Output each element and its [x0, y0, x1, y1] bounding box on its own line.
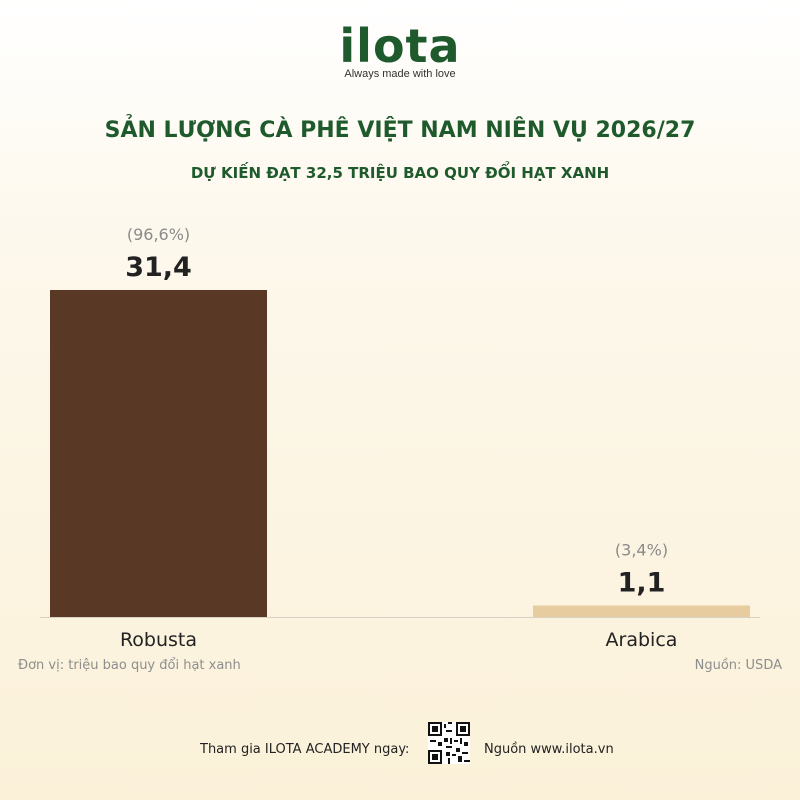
value-label-robusta: 31,4	[125, 252, 192, 283]
qr-code-icon[interactable]	[428, 722, 470, 764]
share-label-arabica: (3,4%)	[615, 541, 668, 560]
chart-subtitle: DỰ KIẾN ĐẠT 32,5 TRIỆU BAO QUY ĐỔI HẠT X…	[190, 164, 610, 182]
value-label-arabica: 1,1	[618, 568, 666, 599]
bar-arabica	[533, 605, 750, 617]
footer: Tham gia ILOTA ACADEMY ngay: Nguồn www.i…	[0, 720, 800, 768]
category-label-arabica: Arabica	[606, 629, 678, 651]
join-academy-text: Tham gia ILOTA ACADEMY ngay:	[200, 742, 410, 757]
brand-logo: ilota Always made with love	[0, 20, 800, 80]
unit-note: Đơn vị: triệu bao quy đổi hạt xanh	[18, 658, 241, 673]
category-label-robusta: Robusta	[120, 629, 197, 651]
share-label-robusta: (96,6%)	[127, 225, 190, 244]
brand-tagline: Always made with love	[344, 68, 456, 80]
chart-title: SẢN LƯỢNG CÀ PHÊ VIỆT NAM NIÊN VỤ 2026/2…	[104, 118, 696, 143]
source-note: Nguồn: USDA	[694, 658, 782, 673]
brand-name: ilota	[339, 19, 461, 73]
site-source-text: Nguồn www.ilota.vn	[484, 742, 614, 757]
bar-robusta	[50, 290, 267, 617]
